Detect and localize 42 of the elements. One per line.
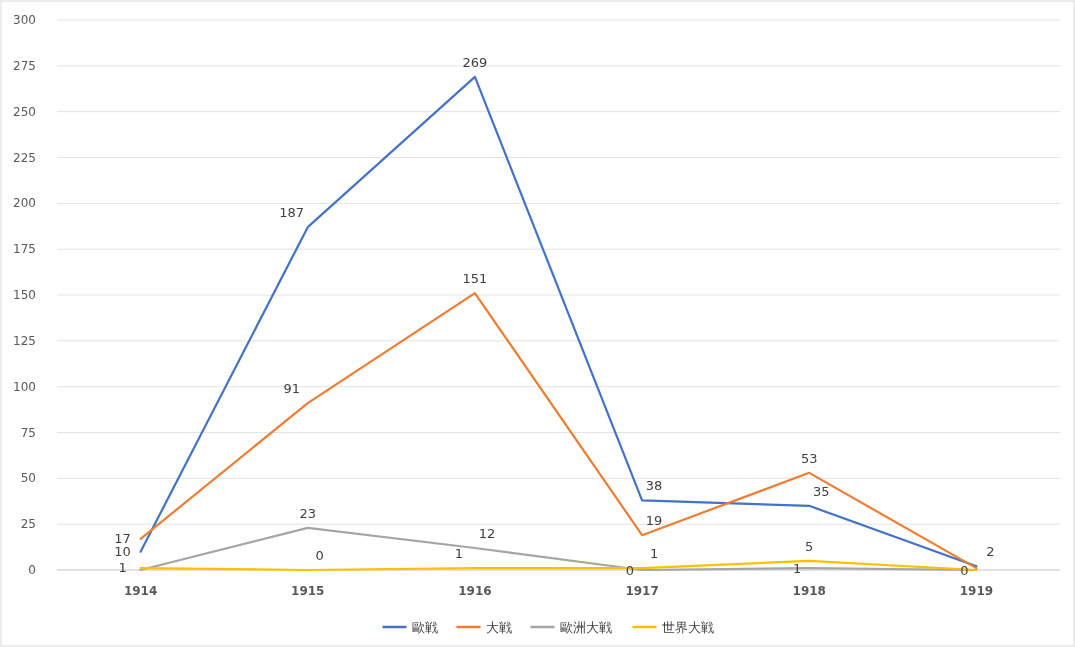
data-label: 1: [118, 560, 127, 576]
y-tick-label: 75: [20, 425, 36, 440]
y-tick-label: 250: [13, 104, 36, 119]
data-label: 23: [299, 505, 317, 521]
legend-label: 世界大戦: [661, 620, 714, 635]
legend-label: 大戦: [485, 620, 512, 635]
y-tick-label: 0: [28, 563, 36, 577]
data-label: 2: [986, 544, 995, 560]
x-tick-label: 1915: [291, 584, 325, 598]
data-label: 38: [645, 478, 663, 494]
x-tick-label: 1914: [123, 584, 158, 598]
y-tick-label: 275: [13, 58, 36, 73]
data-label: 1: [792, 561, 802, 577]
data-label: 187: [279, 205, 305, 221]
data-label: 91: [283, 381, 301, 397]
data-label: 0: [315, 548, 324, 563]
y-tick-label: 100: [13, 379, 36, 394]
data-label: 269: [462, 54, 488, 70]
data-label: 151: [462, 271, 488, 287]
y-tick-label: 150: [13, 288, 36, 302]
y-tick-label: 225: [13, 150, 36, 165]
data-label: 53: [800, 450, 818, 466]
legend-label: 歐洲大戦: [559, 620, 612, 635]
x-tick-label: 1919: [959, 584, 994, 598]
x-tick-label: 1916: [458, 584, 492, 598]
data-label: 35: [812, 483, 830, 499]
data-label: 12: [478, 526, 496, 541]
legend-label: 歐戦: [411, 620, 438, 635]
x-tick-label: 1918: [792, 584, 826, 598]
y-tick-label: 50: [20, 471, 36, 486]
y-tick-label: 25: [20, 517, 36, 532]
data-label: 19: [645, 513, 663, 529]
data-label: 1: [454, 546, 464, 562]
data-label: 5: [805, 538, 814, 554]
y-tick-label: 300: [13, 13, 36, 27]
x-tick-label: 1917: [625, 584, 659, 598]
data-label: 10: [114, 543, 131, 559]
data-label: 17: [114, 530, 131, 546]
y-tick-label: 200: [13, 196, 36, 211]
y-tick-label: 125: [13, 333, 36, 348]
y-tick-label: 175: [13, 242, 36, 257]
data-label: 1: [649, 546, 659, 562]
